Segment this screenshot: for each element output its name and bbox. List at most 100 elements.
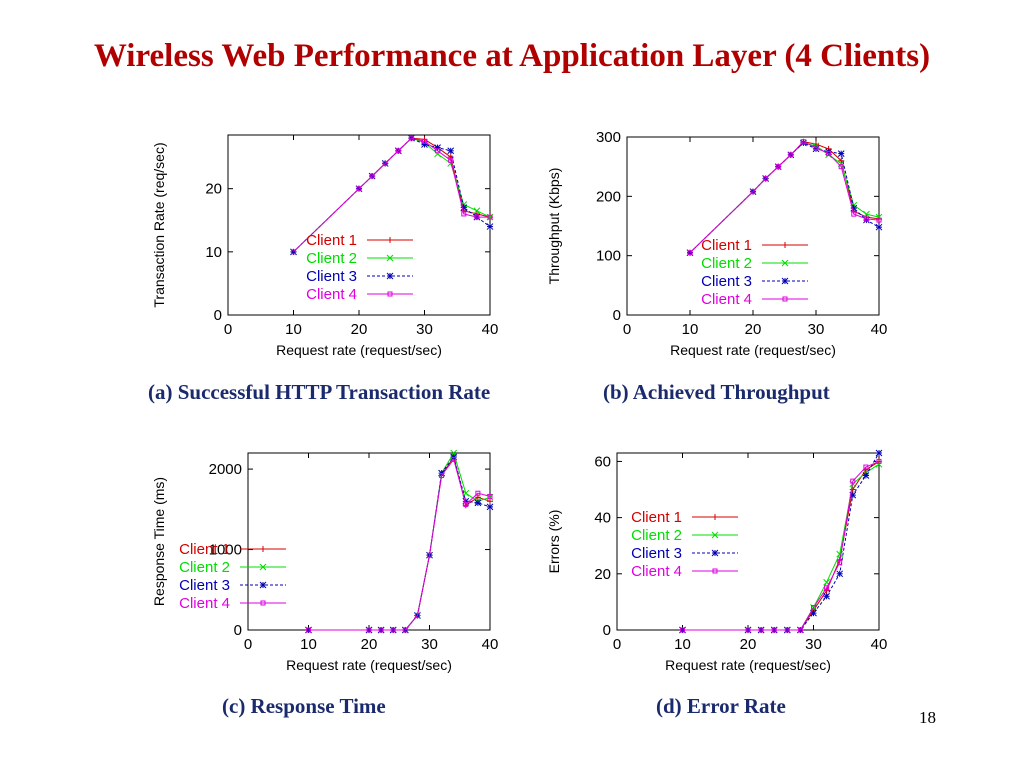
x-tick-label: 20 bbox=[740, 636, 757, 653]
x-tick-label: 20 bbox=[361, 636, 378, 653]
data-point bbox=[475, 490, 481, 496]
legend-marker bbox=[260, 600, 266, 606]
x-tick-label: 40 bbox=[871, 636, 888, 653]
data-point bbox=[687, 250, 693, 256]
data-point bbox=[775, 164, 781, 170]
data-point bbox=[763, 176, 769, 182]
series-client-3 bbox=[679, 449, 883, 634]
data-point bbox=[862, 472, 870, 479]
data-point bbox=[875, 223, 883, 231]
data-point bbox=[758, 627, 764, 633]
legend-marker bbox=[781, 277, 789, 285]
y-tick-label: 20 bbox=[205, 181, 222, 198]
x-tick-label: 40 bbox=[871, 321, 888, 338]
data-point bbox=[800, 139, 806, 145]
data-point bbox=[875, 449, 883, 457]
legend-label: Client 1 bbox=[701, 237, 752, 254]
data-point bbox=[486, 223, 494, 230]
x-tick-label: 10 bbox=[682, 321, 699, 338]
y-tick-label: 10 bbox=[205, 244, 222, 261]
legend-marker bbox=[712, 568, 718, 574]
data-point bbox=[382, 160, 388, 166]
data-point bbox=[291, 249, 296, 255]
slide-title: Wireless Web Performance at Application … bbox=[93, 38, 931, 74]
legend-marker bbox=[782, 242, 788, 248]
x-axis-label: Request rate (request/sec) bbox=[670, 342, 836, 358]
x-axis-label: Request rate (request/sec) bbox=[286, 657, 452, 673]
x-axis-label: Request rate (request/sec) bbox=[276, 342, 442, 358]
data-point bbox=[487, 493, 493, 499]
data-point bbox=[356, 186, 362, 192]
legend-marker bbox=[711, 531, 719, 539]
data-point bbox=[439, 473, 445, 479]
data-point bbox=[378, 627, 384, 633]
data-point bbox=[414, 613, 420, 619]
series-client-1 bbox=[305, 454, 493, 633]
data-point bbox=[876, 217, 882, 223]
x-tick-label: 30 bbox=[805, 636, 822, 653]
y-tick-label: 200 bbox=[596, 188, 621, 205]
y-tick-label: 40 bbox=[594, 510, 611, 527]
y-tick-label: 0 bbox=[234, 622, 242, 639]
data-point bbox=[838, 157, 845, 164]
data-point bbox=[435, 148, 441, 154]
series-line bbox=[682, 460, 880, 631]
data-point bbox=[402, 627, 408, 633]
data-point bbox=[447, 154, 454, 161]
data-point bbox=[427, 552, 432, 558]
y-tick-label: 0 bbox=[214, 307, 222, 324]
legend-label: Client 3 bbox=[701, 273, 752, 290]
series-line bbox=[682, 452, 880, 631]
caption-b: (b) Achieved Throughput bbox=[603, 380, 830, 404]
data-point bbox=[823, 592, 830, 600]
data-point bbox=[461, 211, 467, 217]
legend-label: Client 2 bbox=[631, 527, 682, 544]
x-tick-label: 10 bbox=[674, 636, 691, 653]
series-client-4 bbox=[306, 456, 493, 633]
legend-marker bbox=[782, 296, 788, 302]
legend-label: Client 4 bbox=[701, 291, 752, 308]
legend-marker bbox=[387, 237, 393, 243]
page-number: 18 bbox=[919, 708, 936, 727]
data-point bbox=[750, 189, 756, 195]
data-point bbox=[306, 627, 311, 633]
x-tick-label: 0 bbox=[224, 321, 232, 338]
x-tick-label: 30 bbox=[416, 321, 433, 338]
series-client-2 bbox=[305, 449, 494, 634]
x-tick-label: 10 bbox=[300, 636, 317, 653]
legend-marker bbox=[386, 254, 394, 262]
data-point bbox=[390, 627, 396, 633]
data-point bbox=[408, 135, 414, 141]
data-point bbox=[486, 503, 494, 511]
legend-label: Client 4 bbox=[306, 286, 357, 303]
y-tick-label: 20 bbox=[594, 566, 611, 583]
data-point bbox=[448, 157, 454, 163]
data-point bbox=[422, 138, 427, 144]
legend-marker bbox=[386, 272, 394, 280]
data-point bbox=[487, 214, 493, 220]
y-axis-label: Response Time (ms) bbox=[151, 477, 167, 606]
data-point bbox=[447, 147, 455, 155]
y-tick-label: 1000 bbox=[209, 542, 242, 559]
data-point bbox=[826, 151, 832, 157]
data-point bbox=[838, 164, 844, 170]
x-tick-label: 30 bbox=[421, 636, 438, 653]
y-tick-label: 300 bbox=[596, 129, 621, 146]
data-point bbox=[771, 627, 777, 633]
data-point bbox=[451, 456, 457, 462]
legend-marker bbox=[259, 581, 267, 589]
data-point bbox=[811, 605, 816, 611]
chart-transaction-rate: 0 10 20 30 40 0 10 20 Request rate (request/sec)… bbox=[151, 134, 498, 358]
legend-label: Client 1 bbox=[306, 232, 357, 249]
y-axis-label: Throughput (Kbps) bbox=[546, 168, 562, 285]
legend-marker bbox=[711, 549, 719, 557]
legend-label: Client 2 bbox=[701, 255, 752, 272]
data-point bbox=[474, 214, 480, 220]
data-point bbox=[463, 501, 469, 507]
legend-marker bbox=[259, 563, 267, 571]
data-point bbox=[837, 560, 843, 566]
